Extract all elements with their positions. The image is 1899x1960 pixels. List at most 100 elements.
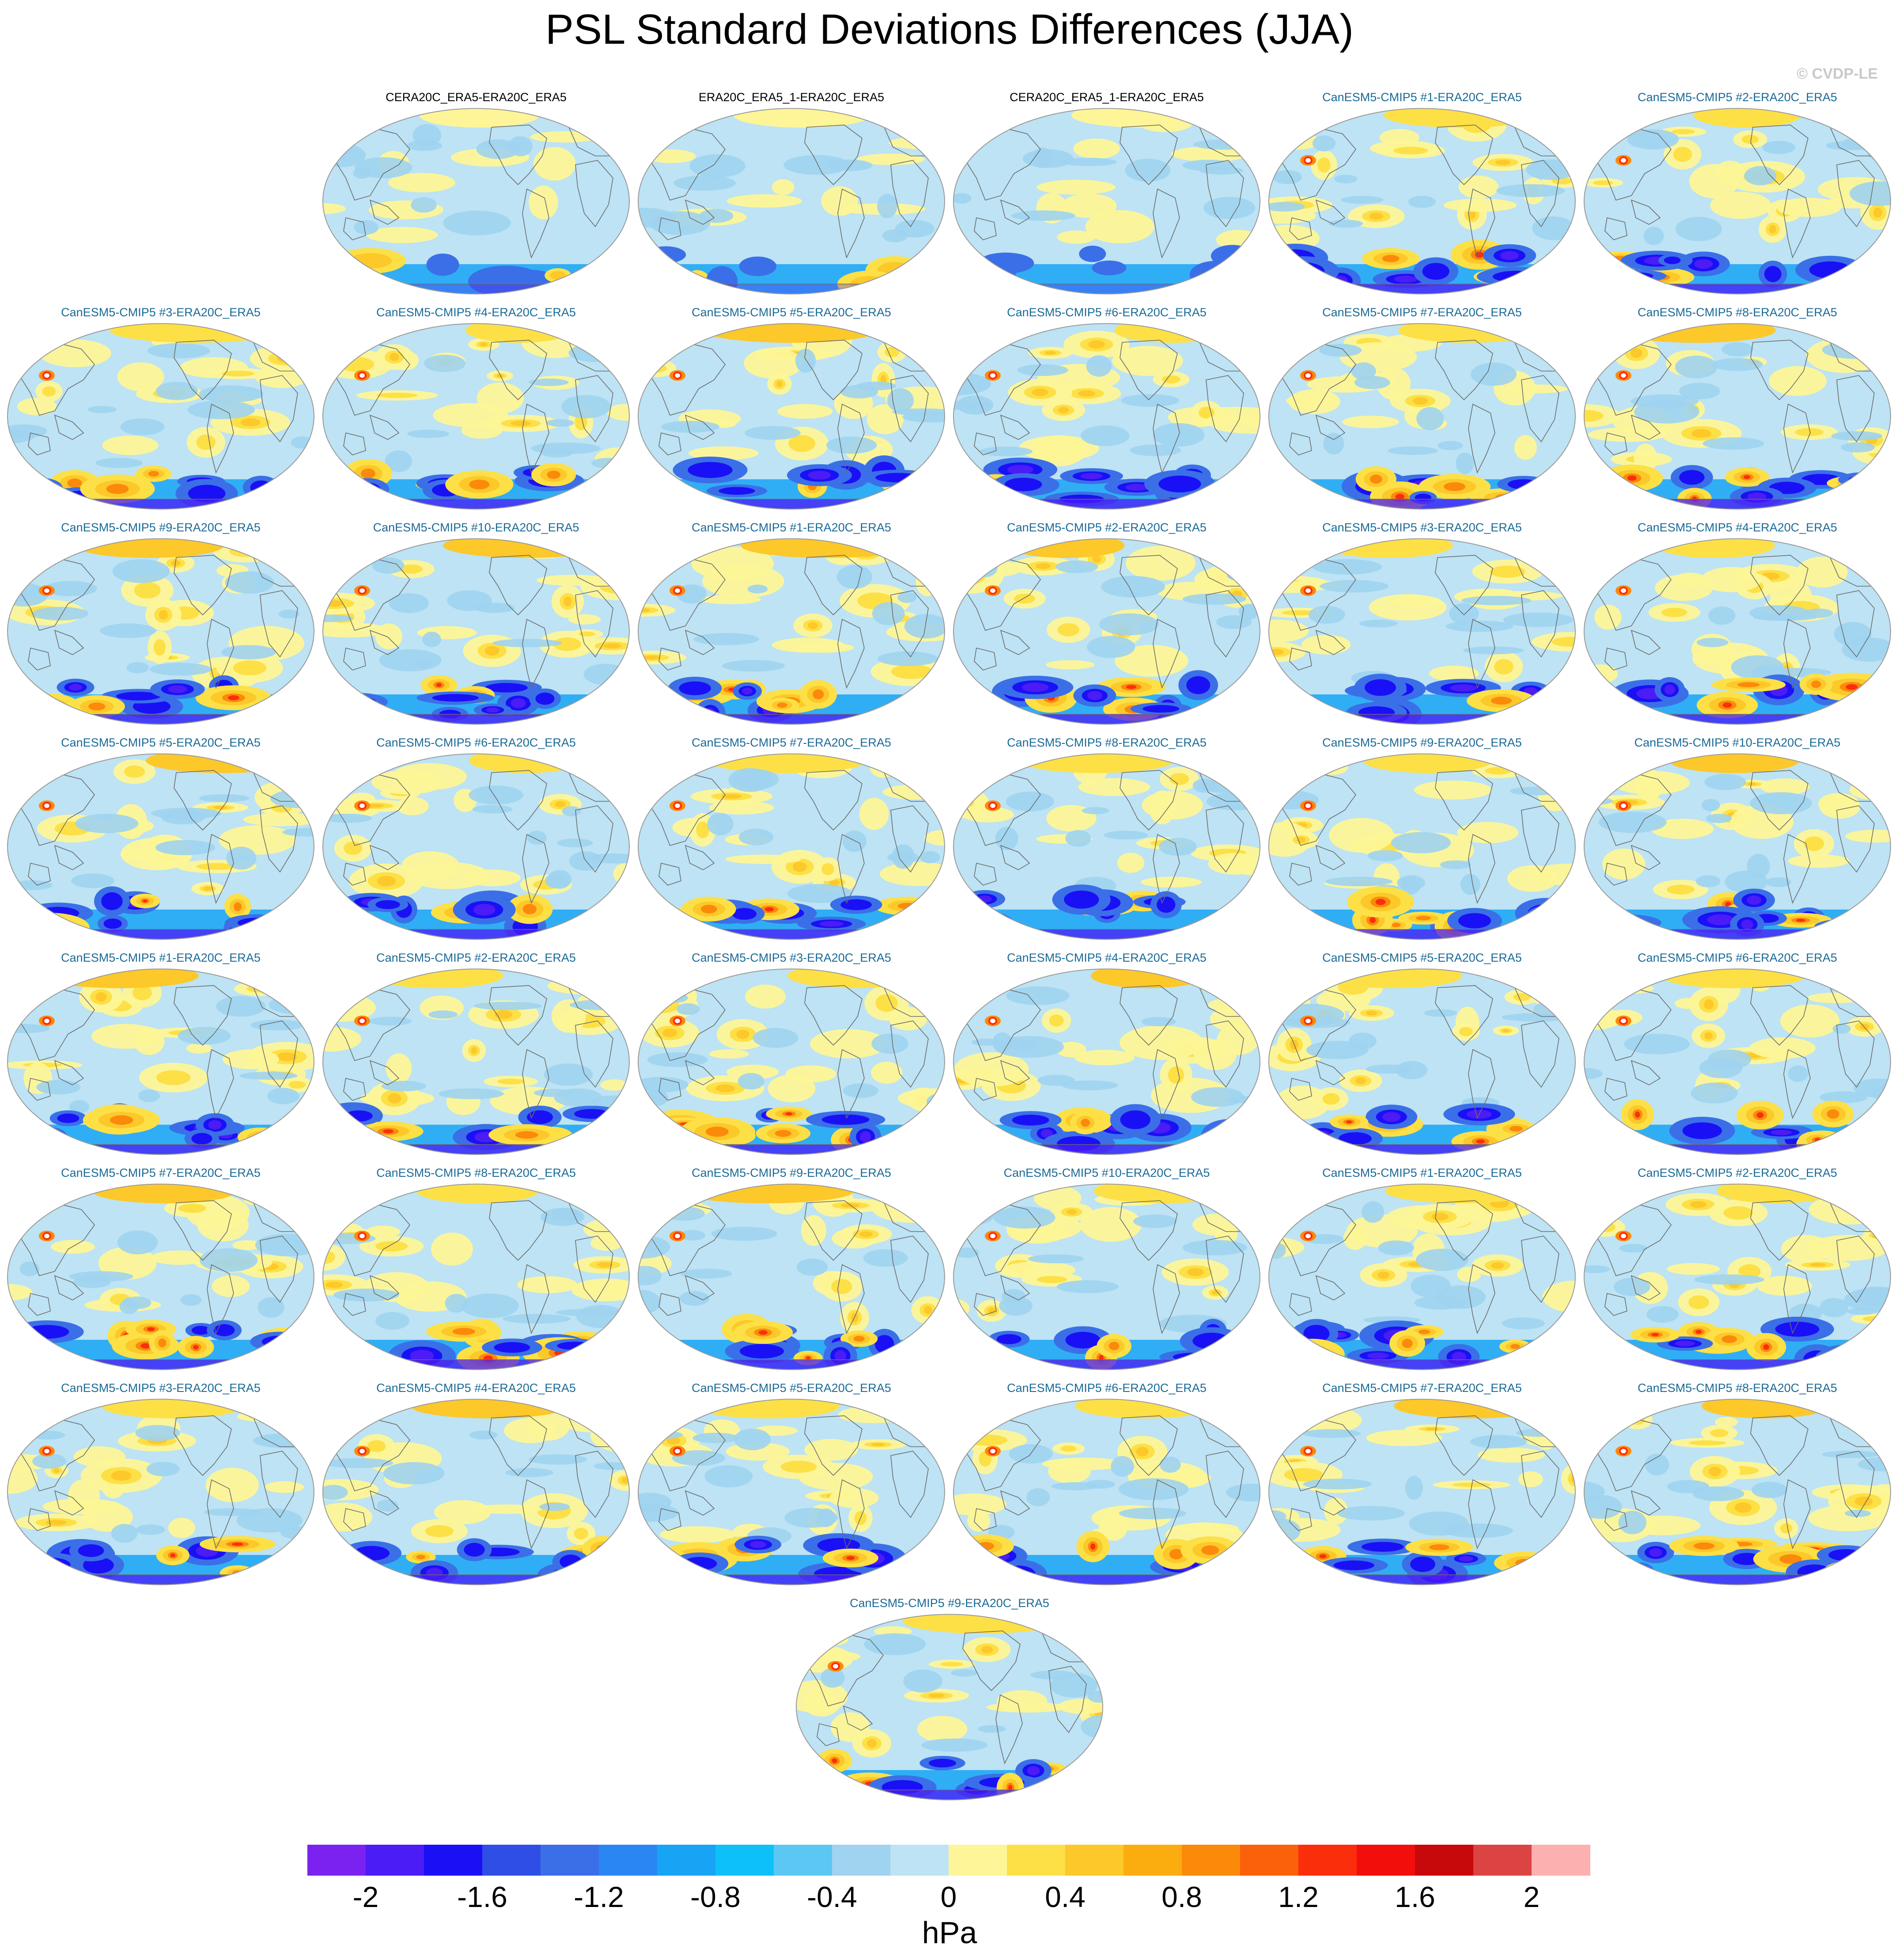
panel-title: CanESM5-CMIP5 #2-ERA20C_ERA5	[376, 951, 576, 964]
robinson-map	[953, 1399, 1260, 1585]
continent-outline	[1289, 1508, 1312, 1531]
continent-outline	[489, 985, 547, 1046]
continent-outline	[1315, 1490, 1346, 1516]
continent-outline	[1153, 834, 1180, 904]
continent-outline	[1120, 340, 1178, 401]
continent-outline	[961, 985, 1041, 1061]
continent-outline	[1206, 375, 1244, 443]
continent-outline	[330, 770, 411, 846]
continent-outline	[330, 555, 411, 631]
continent-outline	[260, 590, 298, 658]
map-border	[7, 323, 314, 510]
continent-outline	[1750, 1415, 1808, 1476]
robinson-map	[1584, 968, 1891, 1155]
continent-outline	[1315, 1275, 1346, 1300]
continent-outline	[1153, 1264, 1180, 1334]
map-border	[1268, 753, 1576, 940]
continent-outline	[1120, 1200, 1178, 1261]
continent-outline	[1630, 1490, 1661, 1516]
panel-title: CanESM5-CMIP5 #3-ERA20C_ERA5	[1322, 521, 1522, 534]
continent-outline	[995, 1694, 1023, 1765]
continent-outline	[1630, 414, 1661, 440]
continent-outline	[1120, 770, 1178, 831]
continent-outline	[645, 555, 726, 631]
map-panel: CanESM5-CMIP5 #10-ERA20C_ERA5	[1583, 736, 1892, 944]
colorbar-box	[1007, 1845, 1066, 1876]
continent-outline	[28, 1293, 51, 1316]
colorbar-tick-label: 0.4	[1045, 1880, 1086, 1913]
continent-outline	[522, 188, 549, 259]
continent-outline	[343, 1508, 366, 1531]
continent-outline	[330, 1200, 411, 1276]
robinson-map	[638, 108, 945, 295]
continent-outline	[260, 1020, 298, 1088]
continent-outline	[1591, 1200, 1672, 1276]
robinson-map	[1268, 968, 1576, 1155]
continent-outline	[1750, 1200, 1808, 1261]
continent-outline	[1591, 340, 1672, 416]
continent-outline	[645, 340, 726, 416]
colorbar-box	[657, 1845, 716, 1876]
colorbar-units: hPa	[922, 1915, 977, 1950]
continent-outline	[369, 845, 400, 870]
continent-outline	[1289, 217, 1312, 240]
panel-title: CanESM5-CMIP5 #8-ERA20C_ERA5	[1007, 736, 1207, 749]
colorbar-box	[832, 1845, 891, 1876]
continent-outline	[575, 1451, 613, 1518]
map-border	[322, 753, 630, 940]
map-panel: CanESM5-CMIP5 #8-ERA20C_ERA5	[952, 736, 1261, 944]
continent-outline	[837, 188, 865, 259]
continent-outline	[1120, 1415, 1178, 1476]
continent-outline	[1000, 1275, 1030, 1300]
continent-outline	[685, 845, 715, 870]
continent-outline	[961, 555, 1041, 631]
continent-outline	[207, 1479, 234, 1550]
continent-outline	[1836, 1451, 1875, 1518]
map-panel: CanESM5-CMIP5 #8-ERA20C_ERA5	[322, 1166, 631, 1374]
continent-outline	[1276, 985, 1357, 1061]
robinson-map	[953, 323, 1260, 510]
continent-outline	[1289, 1293, 1312, 1316]
map-border	[1584, 753, 1891, 940]
continent-outline	[54, 629, 84, 655]
continent-outline	[330, 125, 411, 201]
continent-outline	[974, 648, 997, 671]
panel-title: CanESM5-CMIP5 #5-ERA20C_ERA5	[692, 306, 891, 319]
continent-outline	[15, 770, 95, 846]
panel-title: CanESM5-CMIP5 #8-ERA20C_ERA5	[1638, 1381, 1837, 1395]
map-panel: CanESM5-CMIP5 #9-ERA20C_ERA5	[6, 521, 315, 728]
panel-title: CanESM5-CMIP5 #5-ERA20C_ERA5	[692, 1381, 891, 1395]
panel-title: CanESM5-CMIP5 #10-ERA20C_ERA5	[1634, 736, 1841, 749]
continent-outline	[575, 1020, 613, 1088]
continent-outline	[1289, 432, 1312, 455]
colorbar-box	[1532, 1845, 1590, 1876]
continent-outline	[974, 1508, 997, 1531]
continent-outline	[1276, 770, 1357, 846]
map-border	[1584, 323, 1891, 510]
robinson-map	[322, 538, 630, 725]
map-border	[1268, 323, 1576, 510]
continent-outline	[1000, 199, 1030, 225]
continent-outline	[489, 1200, 547, 1261]
panel-title: CanESM5-CMIP5 #9-ERA20C_ERA5	[1322, 736, 1522, 749]
continent-outline	[1783, 834, 1811, 904]
map-border	[1268, 538, 1576, 725]
colorbar-box	[482, 1845, 541, 1876]
robinson-map	[796, 1614, 1103, 1801]
continent-outline	[1120, 125, 1178, 186]
continent-outline	[1750, 340, 1808, 401]
continent-outline	[260, 375, 298, 443]
map-panel: CanESM5-CMIP5 #1-ERA20C_ERA5	[1267, 1166, 1577, 1374]
continent-outline	[54, 414, 84, 440]
continent-outline	[28, 648, 51, 671]
continent-outline	[804, 340, 862, 401]
continent-outline	[575, 160, 613, 227]
map-panel: CanESM5-CMIP5 #4-ERA20C_ERA5	[952, 951, 1261, 1159]
continent-outline	[1153, 1479, 1180, 1550]
panel-title: CERA20C_ERA5_1-ERA20C_ERA5	[1010, 91, 1204, 104]
continent-outline	[1120, 555, 1178, 616]
colorbar-box	[1182, 1845, 1241, 1876]
colorbar-box	[1065, 1845, 1124, 1876]
continent-outline	[28, 863, 51, 886]
copyright-label: © CVDP-LE	[1797, 65, 1878, 82]
